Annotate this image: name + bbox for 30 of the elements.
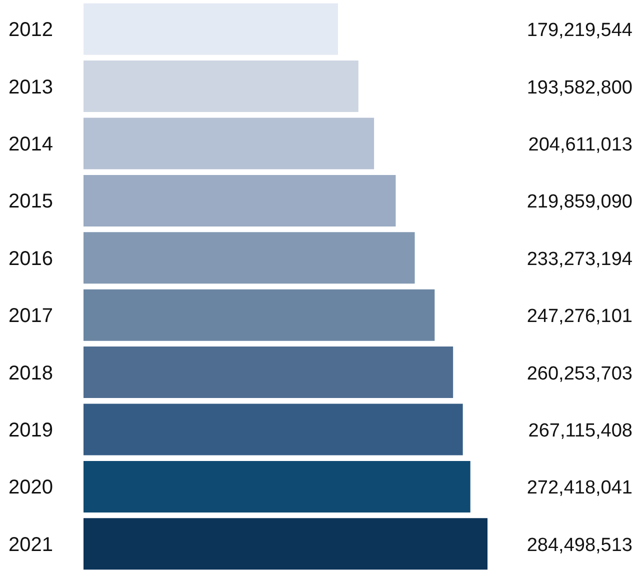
bar xyxy=(84,460,470,512)
y-tick-label: 2017 xyxy=(8,305,53,328)
bar xyxy=(84,518,488,570)
bar xyxy=(84,3,338,55)
y-tick-label: 2012 xyxy=(8,19,53,42)
data-label: 233,273,194 xyxy=(526,248,633,270)
bar xyxy=(84,60,358,112)
y-tick-label: 2021 xyxy=(8,534,53,556)
y-tick-label: 2020 xyxy=(8,476,53,499)
y-tick-label: 2014 xyxy=(8,134,53,156)
data-label: 219,859,090 xyxy=(526,192,633,213)
bar xyxy=(84,232,415,284)
data-label: 284,498,513 xyxy=(526,534,633,556)
bar xyxy=(84,118,374,170)
bar xyxy=(84,289,435,341)
bar xyxy=(84,346,454,398)
data-label: 260,253,703 xyxy=(526,363,633,384)
bar xyxy=(84,404,463,456)
data-label: 179,219,544 xyxy=(526,20,633,42)
y-tick-label: 2018 xyxy=(8,362,53,384)
y-tick-label: 2016 xyxy=(8,248,53,270)
data-label: 272,418,041 xyxy=(526,478,633,499)
y-tick-label: 2015 xyxy=(8,190,53,213)
data-label: 267,115,408 xyxy=(528,420,632,442)
data-label: 193,582,800 xyxy=(526,77,633,98)
data-label: 247,276,101 xyxy=(526,306,633,328)
bar xyxy=(84,174,396,226)
y-tick-label: 2013 xyxy=(8,76,53,98)
data-label: 204,611,013 xyxy=(528,134,632,156)
y-tick-label: 2019 xyxy=(8,420,53,442)
